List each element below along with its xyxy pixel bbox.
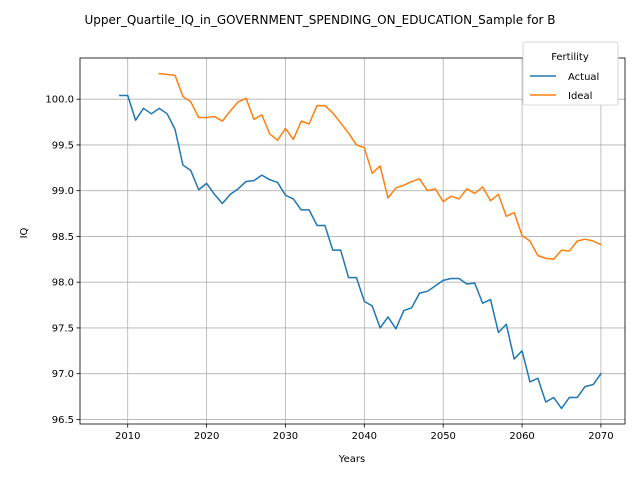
series-line-ideal [158, 72, 602, 261]
x-tick-label: 2030 [273, 431, 298, 442]
plot-frame [79, 57, 626, 425]
x-tick-label: 2050 [430, 431, 455, 442]
y-tick-label: 98.0 [52, 278, 74, 289]
y-tick-label: 99.5 [52, 140, 74, 151]
x-tick-label: 2020 [194, 431, 219, 442]
y-tick-label: 98.5 [52, 232, 74, 243]
y-axis-label: IQ [19, 227, 30, 238]
y-tick-label: 97.5 [52, 323, 74, 334]
legend-label-ideal: Ideal [568, 91, 592, 102]
legend: Fertility Actual Ideal [522, 41, 619, 106]
x-tick-label: 2070 [588, 431, 613, 442]
y-tick-label: 99.0 [52, 186, 74, 197]
x-tick-label: 2040 [352, 431, 377, 442]
y-tick-label: 96.5 [52, 415, 74, 426]
legend-title: Fertility [551, 52, 589, 63]
x-tick-label: 2010 [115, 431, 140, 442]
chart-title: Upper_Quartile_IQ_in_GOVERNMENT_SPENDING… [84, 13, 555, 27]
x-axis-label: Years [338, 454, 365, 465]
y-tick-label: 97.0 [52, 369, 74, 380]
plot-area [119, 72, 602, 410]
x-tick-label: 2060 [509, 431, 534, 442]
series-line-actual [119, 94, 602, 410]
y-tick-label: 100.0 [45, 95, 74, 106]
legend-label-actual: Actual [568, 72, 599, 83]
axis-ticks: 2010 2020 2030 2040 2050 2060 2070 96.5 97.0 97.5… [45, 95, 613, 442]
grid-lines [80, 58, 625, 424]
legend-box [522, 41, 619, 106]
